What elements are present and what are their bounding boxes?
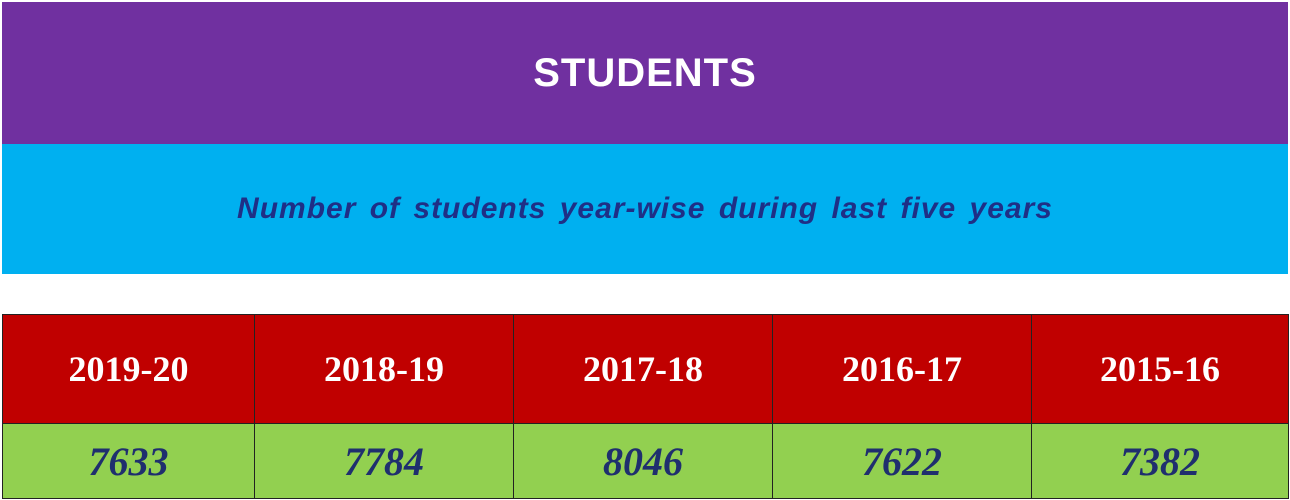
year-cell-2017-18: 2017-18: [513, 314, 773, 424]
subtitle-band: Number of students year-wise during last…: [2, 144, 1288, 274]
count-cell-2019-20: 7633: [2, 423, 255, 499]
page-title: STUDENTS: [533, 50, 757, 95]
student-count-row: 7633 7784 8046 7622 7382: [2, 423, 1289, 499]
year-cell-2018-19: 2018-19: [254, 314, 514, 424]
count-cell-2016-17: 7622: [772, 423, 1032, 499]
year-cell-2016-17: 2016-17: [772, 314, 1032, 424]
students-table-grid: 2019-20 2018-19 2017-18 2016-17 2015-16 …: [2, 314, 1289, 499]
count-cell-2015-16: 7382: [1031, 423, 1289, 499]
page-subtitle: Number of students year-wise during last…: [237, 192, 1053, 225]
year-cell-2019-20: 2019-20: [2, 314, 255, 424]
count-cell-2017-18: 8046: [513, 423, 773, 499]
title-band: STUDENTS: [2, 2, 1288, 144]
year-header-row: 2019-20 2018-19 2017-18 2016-17 2015-16: [2, 314, 1289, 424]
year-cell-2015-16: 2015-16: [1031, 314, 1289, 424]
students-table: 2019-20 2018-19 2017-18 2016-17 2015-16 …: [2, 314, 1289, 499]
count-cell-2018-19: 7784: [254, 423, 514, 499]
